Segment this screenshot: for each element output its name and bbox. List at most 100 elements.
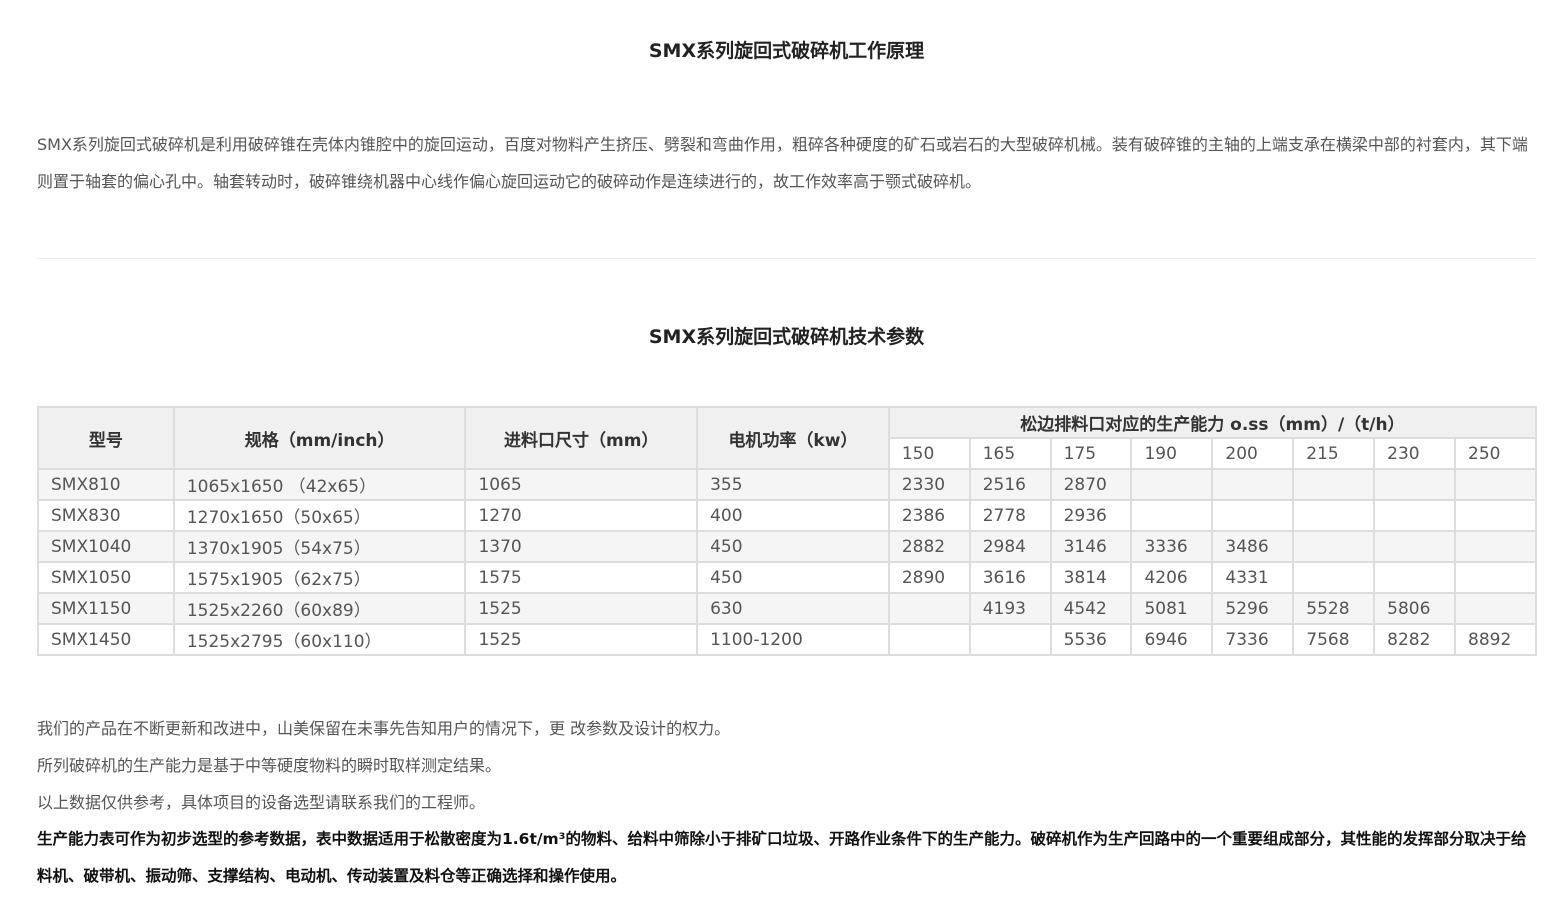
table-cell	[968, 623, 1052, 656]
header-oss-165: 165	[968, 437, 1052, 470]
table-cell: 1525	[464, 592, 699, 625]
table-cell: 450	[696, 530, 890, 563]
table-cell: 7568	[1292, 623, 1376, 656]
table-cell: 8282	[1373, 623, 1457, 656]
note: 我们的产品在不断更新和改进中，山美保留在未事先告知用户的情况下，更 改参数及设计…	[37, 719, 731, 738]
table-cell: 7336	[1211, 623, 1295, 656]
table-row: SMX1040 1370x1905（54x75） 1370 450 2882 2984 31…	[37, 530, 1537, 563]
header-oss-175: 175	[1049, 437, 1133, 470]
note: 所列破碎机的生产能力是基于中等硬度物料的瞬时取样测定结果。	[37, 756, 502, 775]
table-cell: 1525x2795（60x110）	[172, 623, 467, 656]
table-cell	[1130, 468, 1214, 501]
table-cell	[1373, 499, 1457, 532]
table-cell: SMX810	[37, 468, 175, 501]
header-capacity: 松边排料口对应的生产能力 o.ss（mm）/（t/h）	[887, 406, 1538, 439]
table-cell	[1292, 561, 1376, 594]
table-cell: 1065x1650 （42x65）	[172, 468, 467, 501]
table-cell: 4193	[968, 592, 1052, 625]
table-cell: 2882	[887, 530, 971, 563]
table-cell: 2870	[1049, 468, 1133, 501]
table-cell: 3616	[968, 561, 1052, 594]
table-cell: 1575	[464, 561, 699, 594]
table-cell: 1270	[464, 499, 699, 532]
table-row: SMX1050 1575x1905（62x75） 1575 450 2890 3616 38…	[37, 561, 1537, 594]
table-cell: 1370	[464, 530, 699, 563]
table-cell: 2778	[968, 499, 1052, 532]
table-cell	[1373, 468, 1457, 501]
table-cell: 1525	[464, 623, 699, 656]
header-spec: 规格（mm/inch）	[172, 406, 467, 470]
table-cell: 2936	[1049, 499, 1133, 532]
table-cell	[1373, 561, 1457, 594]
table-cell: 2386	[887, 499, 971, 532]
table-cell: 1370x1905（54x75）	[172, 530, 467, 563]
table-cell: SMX1450	[37, 623, 175, 656]
notes: 我们的产品在不断更新和改进中，山美保留在未事先告知用户的情况下，更 改参数及设计…	[37, 710, 1537, 895]
table-cell: SMX830	[37, 499, 175, 532]
table-cell	[1454, 561, 1537, 594]
table-cell: 5806	[1373, 592, 1457, 625]
working-principle-title: SMX系列旋回式破碎机工作原理	[648, 40, 925, 62]
table-cell	[1292, 468, 1376, 501]
table-cell: 1575x1905（62x75）	[172, 561, 467, 594]
table-cell	[1454, 499, 1537, 532]
tech-params-title: SMX系列旋回式破碎机技术参数	[648, 326, 925, 348]
table-cell: 355	[696, 468, 890, 501]
header-oss-150: 150	[887, 437, 971, 470]
table-cell: 3146	[1049, 530, 1133, 563]
bold-note: 生产能力表可作为初步选型的参考数据，表中数据适用于松散密度为1.6t/m³的物料…	[37, 830, 1527, 885]
header-feed-opening: 进料口尺寸（mm）	[464, 406, 699, 470]
table-row: SMX1450 1525x2795（60x110） 1525 1100-1200 553…	[37, 623, 1537, 656]
table-cell	[1130, 499, 1214, 532]
table-cell	[1211, 468, 1295, 501]
header-oss-250: 250	[1454, 437, 1537, 470]
table-cell: SMX1040	[37, 530, 175, 563]
table-cell	[1454, 530, 1537, 563]
table-cell: 1065	[464, 468, 699, 501]
table-cell: 6946	[1130, 623, 1214, 656]
table-cell: SMX1150	[37, 592, 175, 625]
table-cell: 2330	[887, 468, 971, 501]
table-cell	[887, 623, 971, 656]
tech-params-table: 型号 规格（mm/inch） 进料口尺寸（mm） 电机功率（kw） 松边排料口对…	[37, 406, 1538, 656]
table-cell	[1454, 468, 1537, 501]
table-cell	[1292, 530, 1376, 563]
table-cell: 400	[696, 499, 890, 532]
table-cell: 2890	[887, 561, 971, 594]
table-cell	[887, 592, 971, 625]
header-oss-200: 200	[1211, 437, 1295, 470]
table-cell: 1525x2260（60x89）	[172, 592, 467, 625]
table-cell	[1373, 530, 1457, 563]
divider	[37, 258, 1536, 259]
note: 以上数据仅供参考，具体项目的设备选型请联系我们的工程师。	[37, 793, 486, 812]
header-oss-230: 230	[1373, 437, 1457, 470]
table-row: SMX830 1270x1650（50x65） 1270 400 2386 2778 293…	[37, 499, 1537, 532]
table-cell: 4206	[1130, 561, 1214, 594]
table-row: SMX810 1065x1650 （42x65） 1065 355 2330 2516 28…	[37, 468, 1537, 501]
table-cell: 630	[696, 592, 890, 625]
table-cell: 3486	[1211, 530, 1295, 563]
table-cell: 2984	[968, 530, 1052, 563]
table-cell: 3814	[1049, 561, 1133, 594]
table-row: SMX1150 1525x2260（60x89） 1525 630 4193 4542 50…	[37, 592, 1537, 625]
header-model: 型号	[37, 406, 175, 470]
header-oss-190: 190	[1130, 437, 1214, 470]
table-cell: 8892	[1454, 623, 1537, 656]
table-cell: 3336	[1130, 530, 1214, 563]
table-cell: 5536	[1049, 623, 1133, 656]
table-cell: 5528	[1292, 592, 1376, 625]
table-cell	[1211, 499, 1295, 532]
table-cell	[1292, 499, 1376, 532]
table-cell: 4331	[1211, 561, 1295, 594]
header-oss-215: 215	[1292, 437, 1376, 470]
table-cell: SMX1050	[37, 561, 175, 594]
table-cell: 4542	[1049, 592, 1133, 625]
header-motor-power: 电机功率（kw）	[696, 406, 890, 470]
table-cell: 1100-1200	[696, 623, 890, 656]
table-cell: 2516	[968, 468, 1052, 501]
working-principle-text: SMX系列旋回式破碎机是利用破碎锥在壳体内锥腔中的旋回运动，百度对物料产生挤压、…	[37, 135, 1528, 191]
table-cell: 5081	[1130, 592, 1214, 625]
table-cell: 1270x1650（50x65）	[172, 499, 467, 532]
table-cell: 5296	[1211, 592, 1295, 625]
table-cell: 450	[696, 561, 890, 594]
